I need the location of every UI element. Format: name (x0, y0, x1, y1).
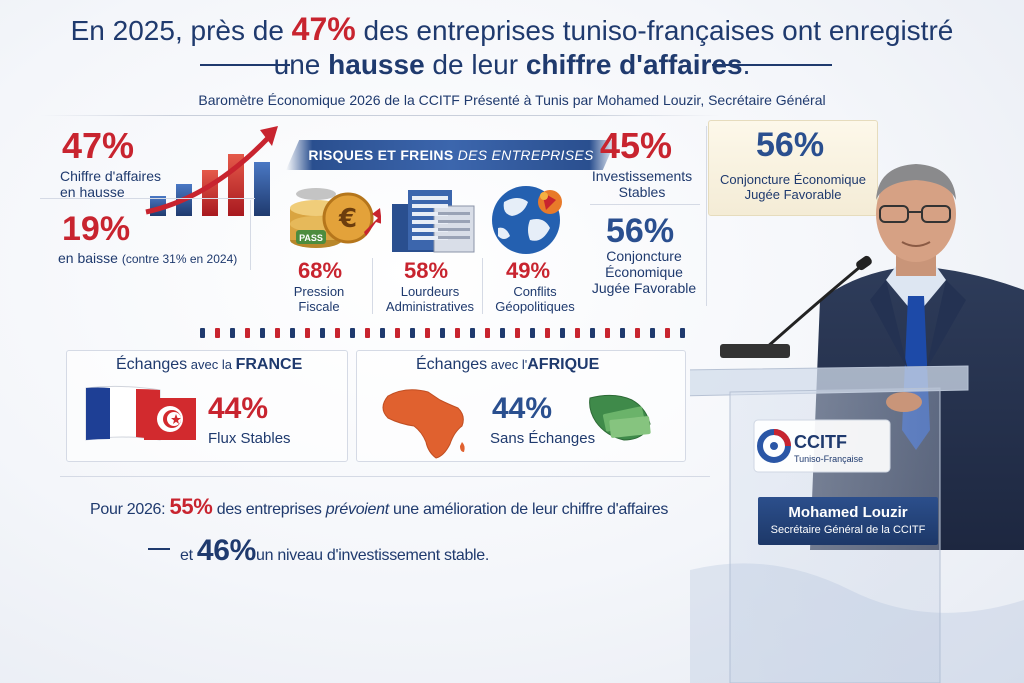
invest-label: Investissements Stables (591, 168, 693, 200)
hausse-label: Chiffre d'affaires en hausse (60, 168, 161, 200)
baisse-label: en baisse (contre 31% en 2024) (58, 250, 238, 266)
risk-fiscale-label: Pression Fiscale (293, 284, 345, 314)
presenter-caption: Mohamed Louzir Secrétaire Général de la … (758, 497, 938, 545)
france-tunisia-flags-icon (85, 385, 196, 441)
conj-label: Conjoncture Économique Jugée Favorable (591, 248, 697, 296)
dash-mark (230, 328, 235, 338)
risk-geo-label: Conflits Géopolitiques (495, 284, 575, 314)
coins-euro-icon: € PASS (290, 188, 381, 248)
dash-mark (485, 328, 490, 338)
afrique-label: Sans Échanges (490, 430, 596, 447)
headline-rule-left (200, 64, 290, 66)
headline: En 2025, près de 47% des entreprises tun… (0, 12, 1024, 82)
trade-money-icon (589, 394, 651, 441)
dash-mark (245, 328, 250, 338)
dash-mark (395, 328, 400, 338)
risk-fiscale-value: 68% (298, 258, 343, 283)
conj-value: 56% (606, 212, 675, 250)
growth-bar-chart-icon (145, 126, 278, 216)
dash-mark (635, 328, 640, 338)
mid-separator (590, 204, 700, 205)
dash-mark (215, 328, 220, 338)
presenter-title: Secrétaire Général de la CCITF (770, 524, 926, 536)
dash-mark (275, 328, 280, 338)
presenter-illustration: CCITF Tuniso-Française (690, 164, 1024, 683)
outlook-line-1: Pour 2026: 55% des entreprises prévoient… (90, 494, 669, 519)
dash-mark (575, 328, 580, 338)
dash-mark (350, 328, 355, 338)
risk-separator-1 (372, 258, 373, 314)
office-buildings-icon (392, 190, 475, 253)
conj-top-label: Conjoncture Économique Jugée Favorable (720, 172, 866, 202)
divider-top (40, 115, 720, 116)
mid-vert-separator (706, 126, 707, 306)
dash-mark (470, 328, 475, 338)
dash-mark (515, 328, 520, 338)
svg-text:PASS: PASS (299, 233, 323, 243)
headline-rule-right (712, 64, 832, 66)
afrique-title: Échanges avec l'AFRIQUE (416, 356, 600, 373)
dash-mark (665, 328, 670, 338)
dash-mark (620, 328, 625, 338)
headline-line-2: une hausse de leur chiffre d'affaires. (273, 49, 751, 80)
hausse-value: 47% (62, 125, 135, 166)
outlook-line-2: et 46%un niveau d'investissement stable. (180, 534, 490, 567)
risk-admin-value: 58% (404, 258, 449, 283)
outlook-dash (148, 548, 170, 550)
dash-mark (305, 328, 310, 338)
dash-mark (200, 328, 205, 338)
left-separator (40, 198, 255, 199)
afrique-value: 44% (492, 392, 553, 425)
dash-mark (500, 328, 505, 338)
dash-mark (455, 328, 460, 338)
left-vert-separator (250, 200, 251, 270)
dash-mark (410, 328, 415, 338)
risks-banner: RISQUES ET FREINS DES ENTREPRISES (286, 140, 616, 170)
dash-mark (545, 328, 550, 338)
risk-geo-value: 49% (506, 258, 551, 283)
dash-mark (560, 328, 565, 338)
presenter-photo: CCITF Tuniso-Française (690, 130, 1024, 683)
risk-admin-label: Lourdeurs Administratives (385, 284, 475, 314)
dash-mark (335, 328, 340, 338)
dash-mark (440, 328, 445, 338)
dash-mark (365, 328, 370, 338)
svg-text:€: € (338, 204, 357, 234)
dash-mark (290, 328, 295, 338)
svg-text:CCITF: CCITF (794, 432, 847, 452)
dash-mark (680, 328, 685, 338)
dash-mark (320, 328, 325, 338)
conj-top-panel (708, 120, 878, 216)
presenter-name: Mohamed Louzir (788, 504, 908, 521)
france-value: 44% (208, 392, 269, 425)
dash-mark (650, 328, 655, 338)
risk-separator-2 (482, 258, 483, 314)
france-title: Échanges avec la FRANCE (116, 356, 303, 373)
dash-mark (260, 328, 265, 338)
baisse-value: 19% (62, 210, 131, 248)
france-label: Flux Stables (208, 430, 291, 447)
globe-conflict-icon (492, 186, 562, 254)
dash-mark (590, 328, 595, 338)
dash-mark (380, 328, 385, 338)
dash-mark (605, 328, 610, 338)
invest-value: 45% (600, 125, 673, 166)
svg-text:Tuniso-Française: Tuniso-Française (794, 454, 863, 464)
dash-mark (530, 328, 535, 338)
dash-mark (425, 328, 430, 338)
conj-top-value: 56% (756, 126, 825, 164)
outlook-separator (60, 476, 710, 477)
headline-line-1: En 2025, près de 47% des entreprises tun… (70, 11, 954, 47)
subtitle: Baromètre Économique 2026 de la CCITF Pr… (198, 92, 826, 108)
africa-map-icon (382, 389, 465, 459)
